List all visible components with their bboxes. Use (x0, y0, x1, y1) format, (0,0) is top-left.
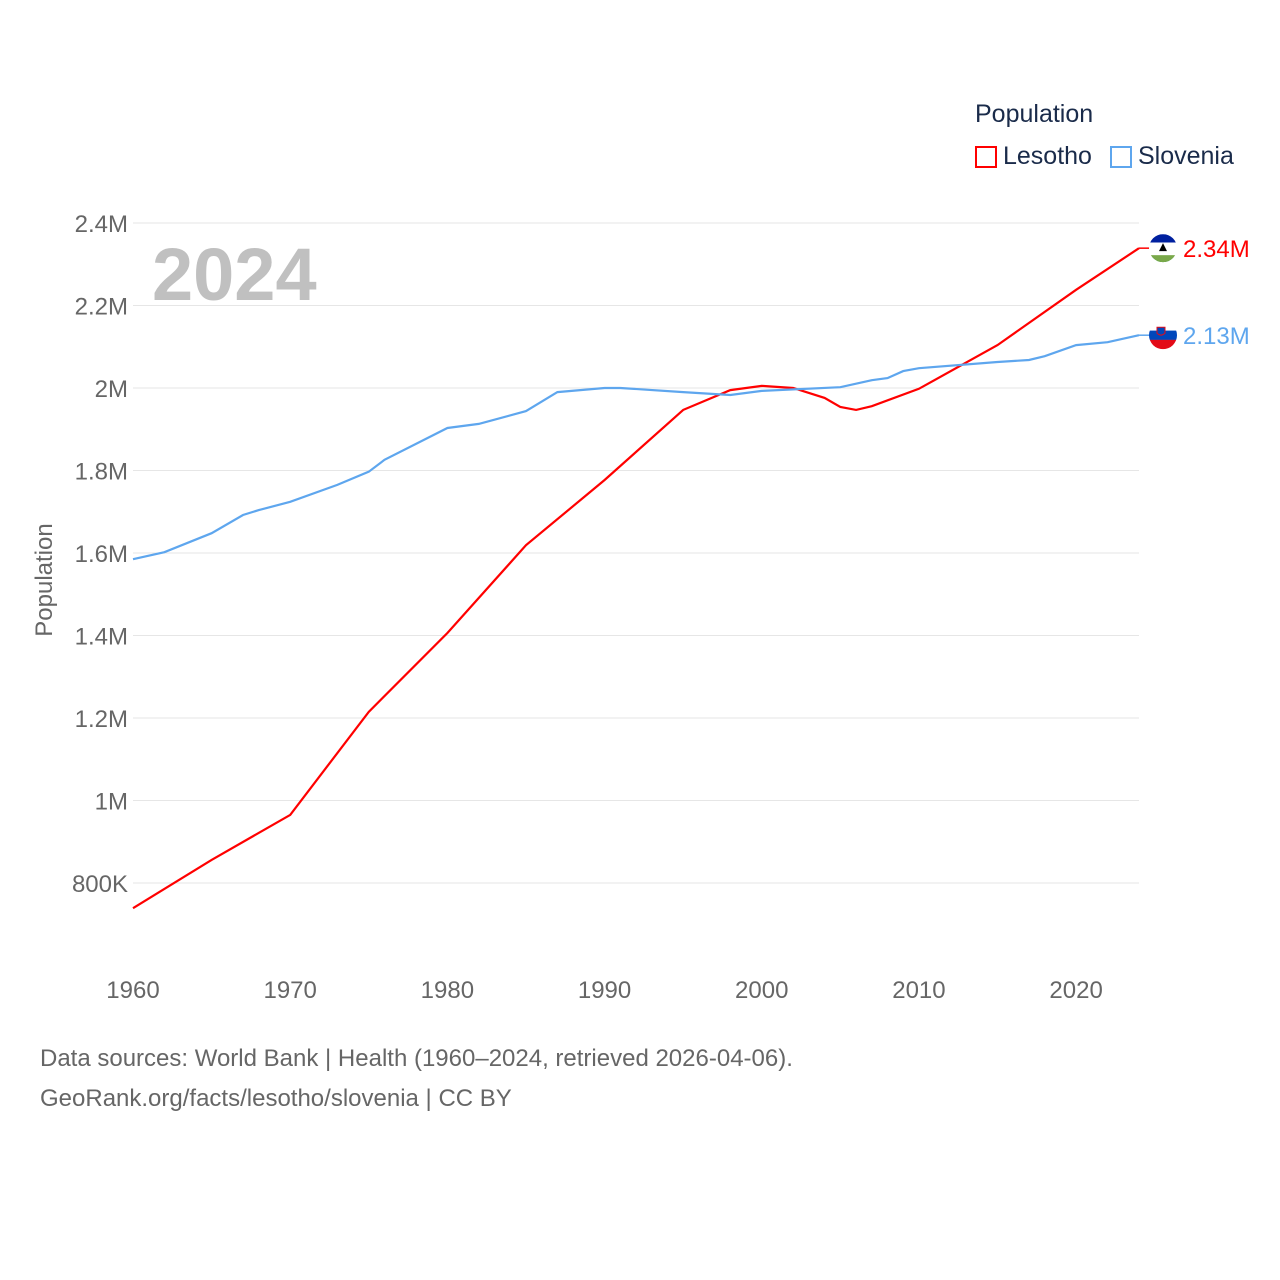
legend-item-lesotho[interactable]: Lesotho (975, 142, 1092, 171)
y-tick-label: 1.6M (75, 541, 128, 568)
year-label: 2024 (152, 233, 317, 316)
attribution-link[interactable]: GeoRank.org/facts/lesotho/slovenia | CC … (40, 1085, 512, 1112)
x-tick-label: 1960 (106, 977, 159, 1004)
legend: Lesotho Slovenia (975, 142, 1234, 171)
legend-item-slovenia[interactable]: Slovenia (1109, 142, 1234, 171)
legend-swatch-slovenia (1109, 145, 1132, 168)
x-tick-label: 1990 (578, 977, 631, 1004)
y-tick-label: 1M (95, 789, 128, 816)
x-tick-label: 1970 (263, 977, 316, 1004)
y-tick-label: 2M (95, 376, 128, 403)
legend-label-lesotho: Lesotho (1003, 142, 1092, 170)
x-tick-label: 1980 (421, 977, 474, 1004)
legend-swatch-lesotho (975, 145, 997, 168)
legend-label-slovenia: Slovenia (1137, 142, 1234, 170)
x-tick-label: 2010 (892, 977, 945, 1004)
y-tick-label: 2.4M (75, 211, 128, 238)
end-value-label-slovenia: 2.13M (1183, 323, 1250, 350)
y-axis-label: Population (31, 523, 58, 636)
lesotho-flag-icon (1149, 234, 1177, 263)
y-tick-label: 1.2M (75, 706, 128, 733)
x-tick-label: 2020 (1049, 977, 1102, 1004)
x-tick-label: 2000 (735, 977, 788, 1004)
y-tick-label: 2.2M (75, 294, 128, 321)
data-source-note: Data sources: World Bank | Health (1960–… (40, 1045, 793, 1072)
legend-title: Population (975, 100, 1094, 128)
slovenia-flag-icon (1149, 321, 1177, 350)
series-line-lesotho (132, 247, 1140, 910)
y-tick-label: 1.4M (75, 624, 128, 651)
end-value-label-lesotho: 2.34M (1183, 236, 1250, 263)
y-tick-label: 1.8M (75, 459, 128, 486)
y-tick-label: 800K (72, 871, 128, 898)
series-line-slovenia (132, 334, 1140, 561)
